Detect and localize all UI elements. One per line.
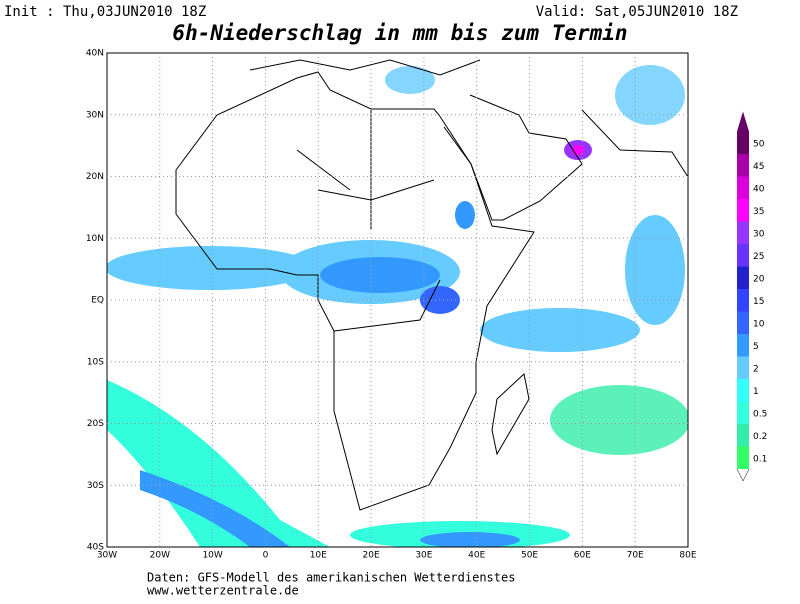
legend-swatch xyxy=(737,199,749,222)
precipitation xyxy=(107,65,688,547)
lon-label: 0 xyxy=(263,551,269,561)
legend-label: 0.2 xyxy=(753,432,767,442)
legend-swatch xyxy=(737,289,749,312)
lon-label: 20W xyxy=(150,551,170,561)
legend-swatch xyxy=(737,266,749,289)
legend-swatch xyxy=(737,334,749,357)
lon-label: 80E xyxy=(679,551,696,561)
legend-label: 40 xyxy=(753,184,765,194)
lat-label: 20N xyxy=(86,172,104,182)
legend-swatch xyxy=(737,379,749,402)
legend-swatch xyxy=(737,176,749,199)
lon-label: 30E xyxy=(415,551,432,561)
legend-swatch xyxy=(737,311,749,334)
legend-label: 30 xyxy=(753,229,765,239)
legend-label: 2 xyxy=(753,364,759,374)
legend-label: 50 xyxy=(753,139,765,149)
legend-swatch xyxy=(737,401,749,424)
lat-label: 40S xyxy=(87,543,104,553)
legend-swatch xyxy=(737,154,749,177)
lat-label: 10N xyxy=(86,234,104,244)
legend-swatch xyxy=(737,424,749,447)
legend-tail xyxy=(736,468,750,482)
lon-label: 20E xyxy=(363,551,380,561)
lat-label: EQ xyxy=(91,296,104,306)
legend-arrow xyxy=(737,111,749,132)
lon-label: 60E xyxy=(574,551,591,561)
legend-swatch xyxy=(737,244,749,267)
init-time: Init : Thu,03JUN2010 18Z xyxy=(4,4,206,20)
legend-swatch xyxy=(737,221,749,244)
legend-swatch xyxy=(737,131,749,154)
legend-label: 15 xyxy=(753,297,764,307)
legend-swatch xyxy=(737,356,749,379)
legend-label: 0.5 xyxy=(753,409,767,419)
lat-label: 30S xyxy=(87,481,104,491)
lon-label: 70E xyxy=(627,551,644,561)
lon-label: 40E xyxy=(468,551,485,561)
lat-label: 10S xyxy=(87,357,104,367)
footer-url: www.wetterzentrale.de xyxy=(147,584,299,598)
legend-label: 1 xyxy=(753,387,759,397)
legend-label: 35 xyxy=(753,207,764,217)
legend-label: 45 xyxy=(753,162,764,172)
map-title: 6h-Niederschlag in mm bis zum Termin xyxy=(172,21,627,45)
legend-label: 5 xyxy=(753,342,759,352)
legend-label: 10 xyxy=(753,319,765,329)
legend-swatch xyxy=(737,446,749,469)
legend-label: 0.1 xyxy=(753,454,767,464)
legend-label: 20 xyxy=(753,274,765,284)
footer-source: Daten: GFS-Modell des amerikanischen Wet… xyxy=(147,571,515,585)
lon-label: 30W xyxy=(97,551,117,561)
lat-label: 20S xyxy=(87,419,104,429)
legend-label: 25 xyxy=(753,252,764,262)
valid-time: Valid: Sat,05JUN2010 18Z xyxy=(536,4,738,20)
lat-label: 30N xyxy=(86,110,104,120)
lon-label: 50E xyxy=(521,551,538,561)
lon-label: 10W xyxy=(202,551,222,561)
lon-label: 10E xyxy=(310,551,327,561)
lat-label: 40N xyxy=(86,49,104,59)
